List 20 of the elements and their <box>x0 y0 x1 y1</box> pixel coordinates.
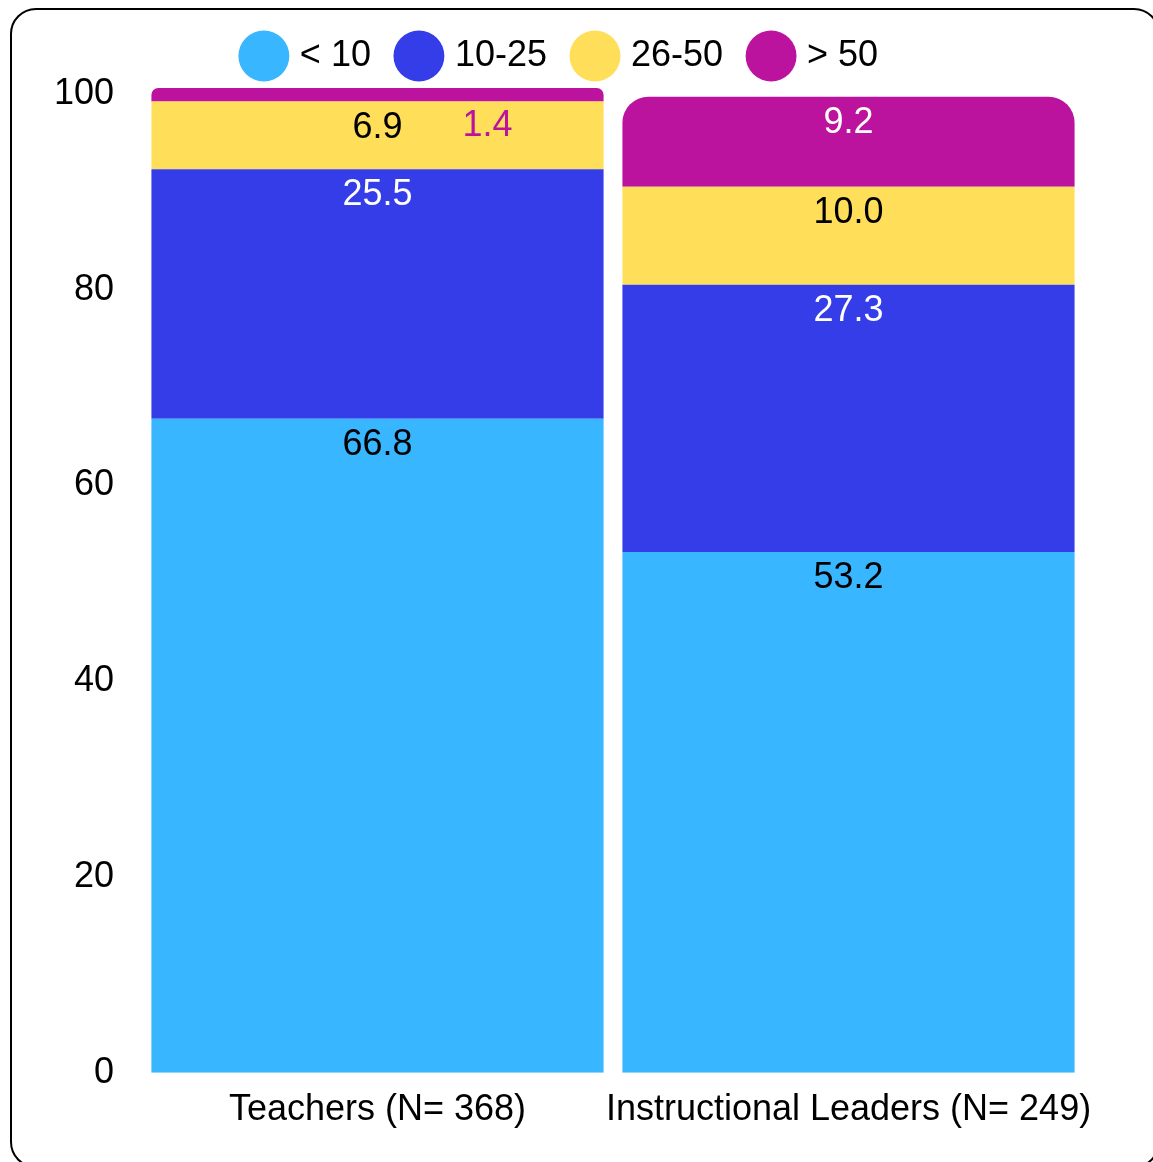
y-tick-label: 100 <box>53 70 114 112</box>
legend-label: > 50 <box>807 32 879 74</box>
data-label: 27.3 <box>813 287 884 329</box>
data-label: 10.0 <box>813 189 884 231</box>
y-tick-label: 0 <box>93 1049 114 1091</box>
legend-label: 10-25 <box>454 32 547 74</box>
legend-label: < 10 <box>299 32 371 74</box>
y-tick-label: 80 <box>73 266 114 308</box>
y-tick-label: 60 <box>73 462 114 504</box>
data-label: 53.2 <box>813 554 884 596</box>
legend-label: 26-50 <box>631 32 724 74</box>
data-label: 6.9 <box>352 104 403 146</box>
x-tick-label: Instructional Leaders (N= 249) <box>605 1087 1092 1129</box>
data-label: 66.8 <box>342 421 413 463</box>
y-tick-label: 20 <box>73 853 114 895</box>
data-label: 1.4 <box>462 102 513 144</box>
x-tick-label: Teachers (N= 368) <box>228 1087 527 1129</box>
data-label: 9.2 <box>823 99 874 141</box>
y-tick-label: 40 <box>73 658 114 700</box>
data-label: 25.5 <box>342 172 413 214</box>
